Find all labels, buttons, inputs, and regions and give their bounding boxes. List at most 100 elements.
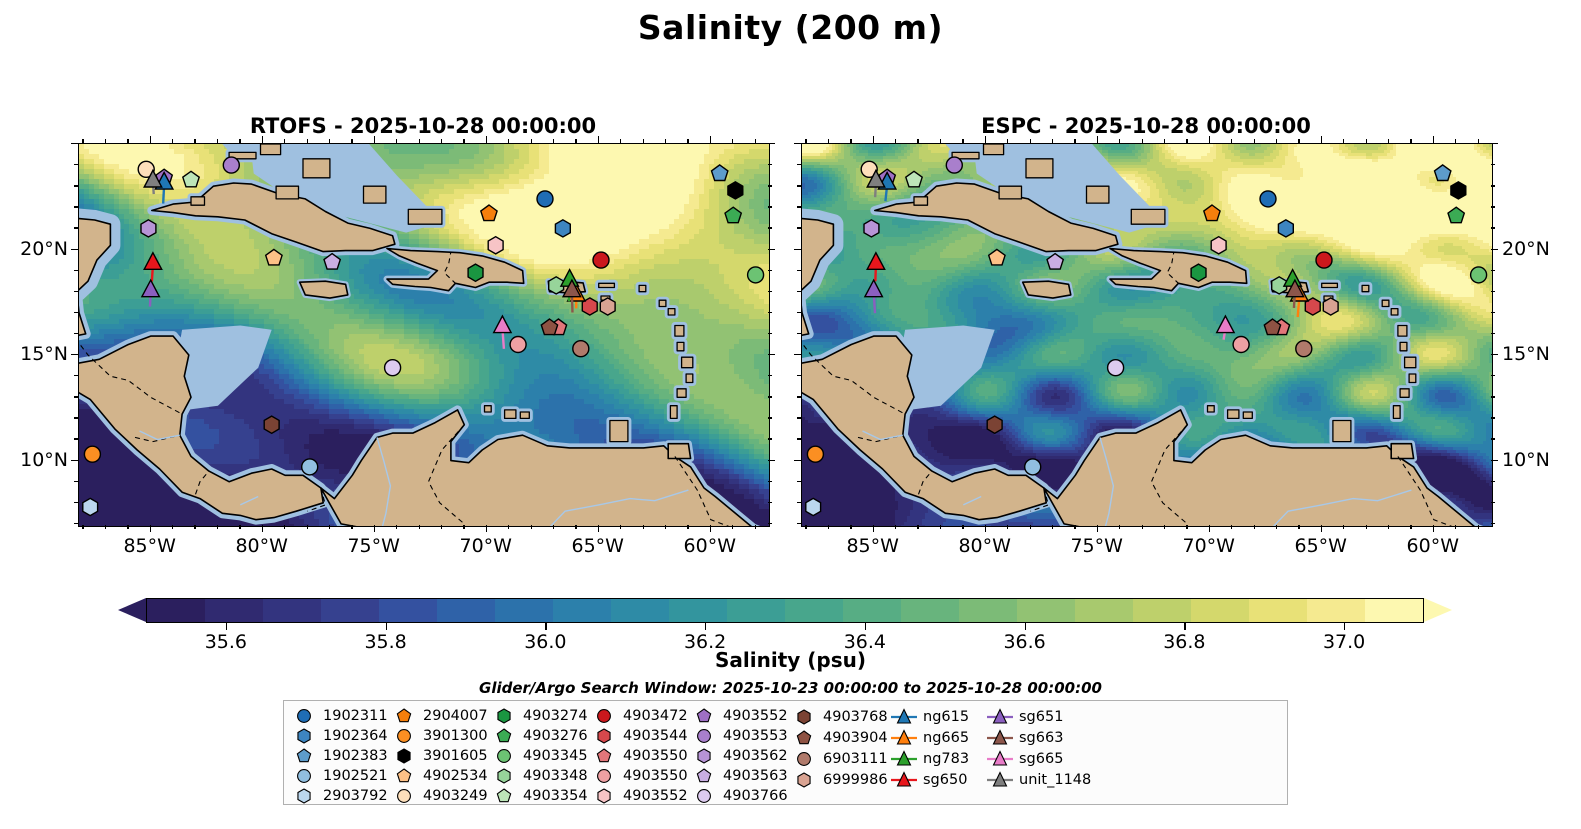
argo-marker[interactable] [1232,335,1250,354]
legend-item[interactable]: 4903348 [491,766,591,786]
glider-marker[interactable] [140,278,161,298]
argo-marker[interactable] [1106,358,1125,377]
argo-marker[interactable] [300,458,319,476]
legend-item[interactable]: 3901300 [391,726,491,746]
legend-item[interactable]: 1902311 [291,706,391,726]
legend-item[interactable]: 4903472 [591,706,691,726]
legend-item[interactable]: 4903766 [691,786,791,806]
argo-marker[interactable] [1304,297,1321,316]
argo-marker[interactable] [1210,235,1227,255]
argo-marker[interactable] [581,297,598,316]
argo-marker[interactable] [137,160,155,178]
argo-marker[interactable] [1023,458,1042,476]
argo-marker[interactable] [1433,164,1452,182]
argo-marker[interactable] [1469,266,1488,284]
legend-item[interactable]: sg651 [987,706,1099,727]
legend-item[interactable]: 4903768 [791,706,891,727]
argo-marker[interactable] [383,358,402,377]
argo-marker[interactable] [181,170,201,188]
argo-marker[interactable] [904,170,924,188]
legend-item[interactable]: 4902534 [391,766,491,786]
glider-marker[interactable] [1284,278,1305,298]
legend-item[interactable]: 4903563 [691,766,791,786]
argo-marker[interactable] [554,218,571,238]
legend-item[interactable]: 4903249 [391,786,491,806]
legend-item[interactable]: 6999986 [791,769,891,790]
legend-item[interactable]: 4903276 [491,726,591,746]
argo-marker[interactable] [1315,251,1333,269]
argo-marker[interactable] [986,415,1003,435]
legend-item[interactable]: 4903550 [591,766,691,786]
legend-item[interactable]: ng665 [891,727,987,748]
legend-item[interactable]: sg650 [891,769,987,790]
platform-markers[interactable] [82,156,765,517]
map-panel-rtofs[interactable] [78,143,770,527]
argo-marker[interactable] [572,339,590,358]
glider-marker[interactable] [1215,314,1236,334]
glider-marker[interactable] [492,314,513,334]
legend-item[interactable]: 1902383 [291,746,391,766]
argo-marker[interactable] [987,248,1006,266]
glider-marker[interactable] [863,278,884,298]
argo-marker[interactable] [540,318,559,336]
argo-marker[interactable] [323,252,342,270]
argo-marker[interactable] [1046,252,1065,270]
legend-item[interactable]: 1902364 [291,726,391,746]
argo-marker[interactable] [467,263,484,283]
legend-item[interactable]: 3901605 [391,746,491,766]
legend-item[interactable]: 4903552 [591,786,691,806]
argo-marker[interactable] [1202,204,1221,222]
argo-marker[interactable] [724,206,743,224]
glider-marker[interactable] [866,251,886,271]
argo-marker[interactable] [805,497,822,517]
legend-item[interactable]: sg665 [987,748,1099,769]
legend-item[interactable]: ng783 [891,748,987,769]
argo-marker[interactable] [263,415,280,435]
legend-item[interactable]: 4903552 [691,706,791,726]
argo-marker[interactable] [1322,297,1339,316]
legend-item[interactable]: ng615 [891,706,987,727]
legend-item[interactable]: 6903111 [791,748,891,769]
argo-marker[interactable] [945,156,964,174]
argo-marker[interactable] [746,266,765,284]
legend-item[interactable]: 2903792 [291,786,391,806]
platform-legend[interactable]: 1902311 1902364 1902383 1902521 2903792 29040… [283,700,1288,805]
argo-marker[interactable] [592,251,610,269]
argo-marker[interactable] [1450,180,1467,200]
glider-marker[interactable] [561,278,582,298]
argo-marker[interactable] [710,164,729,182]
legend-item[interactable]: sg663 [987,727,1099,748]
legend-item[interactable]: 4903544 [591,726,691,746]
glider-marker[interactable] [866,168,886,188]
argo-marker[interactable] [82,497,99,517]
argo-marker[interactable] [727,180,744,200]
argo-marker[interactable] [1190,263,1207,283]
argo-marker[interactable] [806,445,825,463]
argo-marker[interactable] [1447,206,1466,224]
argo-marker[interactable] [83,445,102,463]
argo-marker[interactable] [509,335,527,354]
argo-marker[interactable] [536,190,554,208]
argo-marker[interactable] [140,218,157,238]
argo-marker[interactable] [222,156,241,174]
platform-markers[interactable] [805,156,1488,517]
argo-marker[interactable] [1259,190,1277,208]
argo-marker[interactable] [1277,218,1294,238]
argo-marker[interactable] [860,160,878,178]
glider-marker[interactable] [143,168,163,188]
argo-marker[interactable] [863,218,880,238]
legend-item[interactable]: 2904007 [391,706,491,726]
legend-item[interactable]: unit_1148 [987,769,1099,790]
legend-item[interactable]: 4903274 [491,706,591,726]
argo-marker[interactable] [1263,318,1282,336]
argo-marker[interactable] [479,204,498,222]
argo-marker[interactable] [487,235,504,255]
legend-item[interactable]: 4903904 [791,727,891,748]
legend-item[interactable]: 1902521 [291,766,391,786]
glider-marker[interactable] [143,251,163,271]
legend-item[interactable]: 4903553 [691,726,791,746]
map-panel-espc[interactable] [801,143,1493,527]
legend-item[interactable]: 4903562 [691,746,791,766]
argo-marker[interactable] [599,297,616,316]
legend-item[interactable]: 4903550 [591,746,691,766]
